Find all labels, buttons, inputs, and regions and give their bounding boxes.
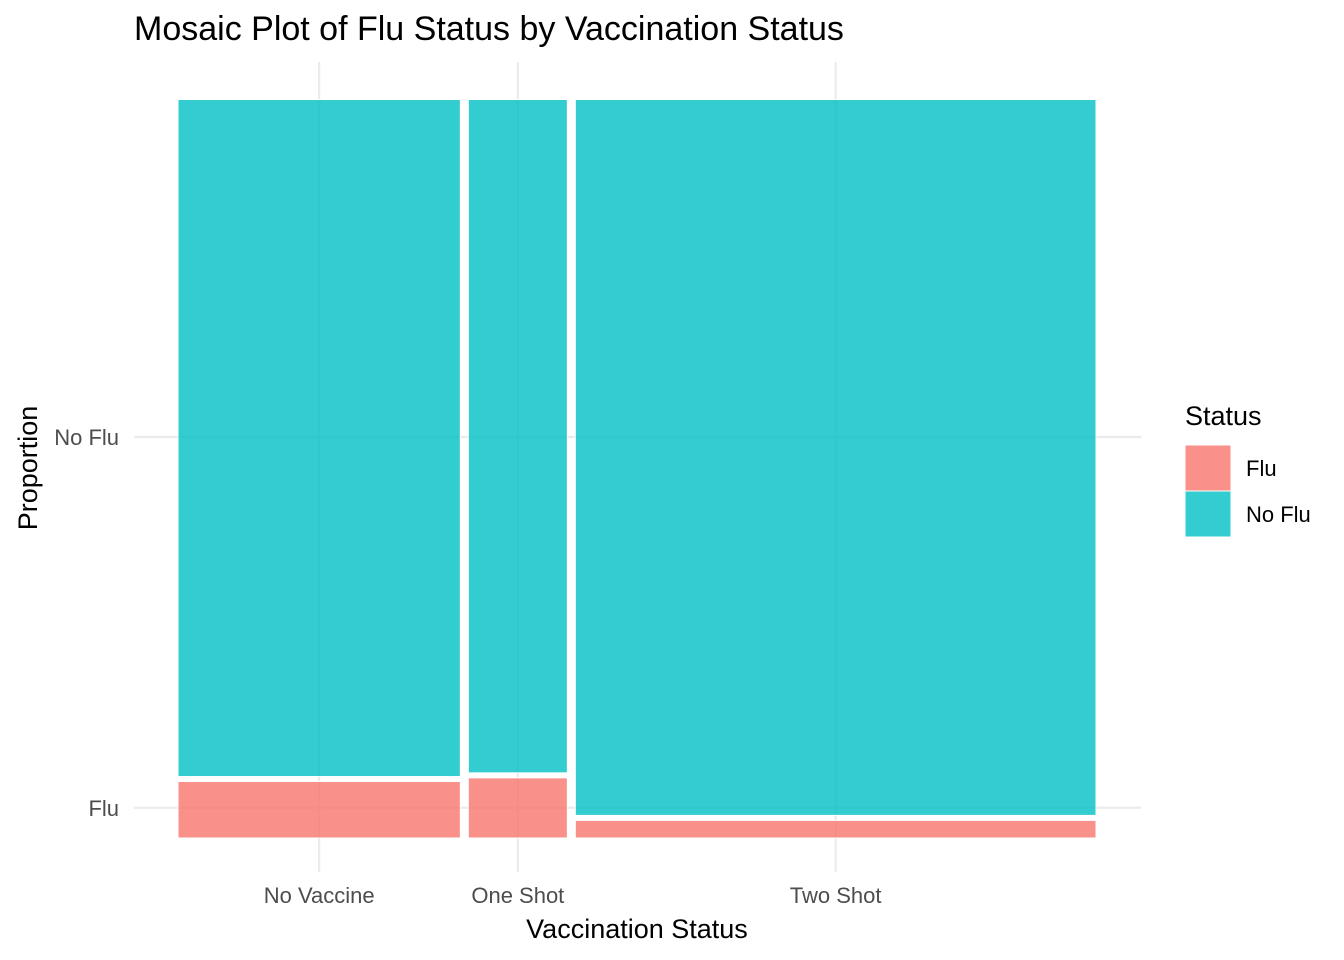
tile-one-shot-flu — [467, 777, 568, 839]
mosaic-tiles — [177, 99, 1097, 839]
y-tick-label-flu: Flu — [88, 796, 119, 821]
legend-title: Status — [1185, 401, 1262, 431]
tile-no-vaccine-flu — [177, 781, 461, 839]
tick-labels: No Vaccine One Shot Two Shot Flu No Flu — [54, 425, 881, 908]
y-tick-label-no-flu: No Flu — [54, 425, 119, 450]
x-tick-label-one-shot: One Shot — [471, 883, 564, 908]
legend: Status Flu No Flu — [1184, 401, 1311, 538]
x-tick-label-no-vaccine: No Vaccine — [264, 883, 375, 908]
legend-key-flu — [1184, 444, 1232, 492]
legend-label-flu: Flu — [1246, 456, 1277, 481]
tile-one-shot-no-flu — [467, 99, 568, 774]
y-axis-title: Proportion — [13, 406, 43, 531]
x-tick-label-two-shot: Two Shot — [790, 883, 882, 908]
chart-title: Mosaic Plot of Flu Status by Vaccination… — [134, 10, 844, 48]
x-axis-title: Vaccination Status — [526, 914, 748, 944]
legend-key-no-flu — [1184, 490, 1232, 538]
tile-no-vaccine-no-flu — [177, 99, 461, 778]
tile-two-shot-flu — [574, 819, 1097, 839]
legend-label-no-flu: No Flu — [1246, 502, 1311, 527]
legend-items: Flu No Flu — [1184, 444, 1311, 538]
tile-two-shot-no-flu — [574, 99, 1097, 816]
